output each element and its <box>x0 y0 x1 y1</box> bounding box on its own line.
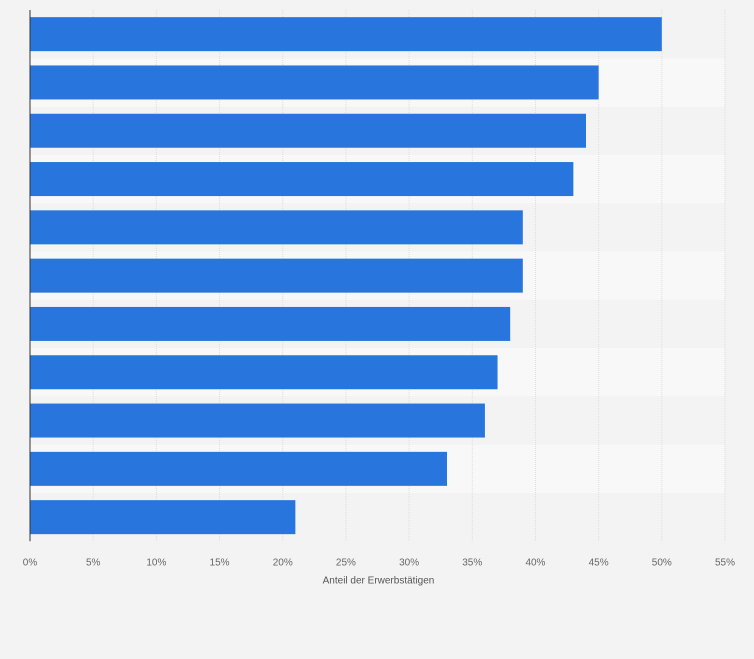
bar[interactable] <box>30 113 586 148</box>
x-axis-title: Anteil der Erwerbstätigen <box>323 575 435 586</box>
bar[interactable] <box>30 500 296 535</box>
bar[interactable] <box>30 355 498 390</box>
bar[interactable] <box>30 451 447 486</box>
x-tick-label: 10% <box>146 557 166 568</box>
x-tick-label: 20% <box>273 557 293 568</box>
bar[interactable] <box>30 306 511 341</box>
bar[interactable] <box>30 17 662 52</box>
bars <box>30 17 662 535</box>
bar[interactable] <box>30 258 523 293</box>
x-tick-label: 35% <box>462 557 482 568</box>
x-tick-label: 15% <box>210 557 230 568</box>
bar[interactable] <box>30 162 574 197</box>
bar[interactable] <box>30 210 523 245</box>
bar[interactable] <box>30 403 485 438</box>
x-tick-label: 25% <box>336 557 356 568</box>
x-tick-label: 45% <box>589 557 609 568</box>
bar[interactable] <box>30 65 599 100</box>
x-tick-label: 30% <box>399 557 419 568</box>
x-tick-label: 40% <box>525 557 545 568</box>
x-tick-label: 5% <box>86 557 101 568</box>
x-axis-tick-labels: 0% 5% 10% 15% 20% 25% 30% 35% 40% 45% 50% 55% <box>23 557 735 568</box>
x-tick-label: 50% <box>652 557 672 568</box>
x-tick-label: 0% <box>23 557 38 568</box>
x-tick-label: 55% <box>715 557 735 568</box>
